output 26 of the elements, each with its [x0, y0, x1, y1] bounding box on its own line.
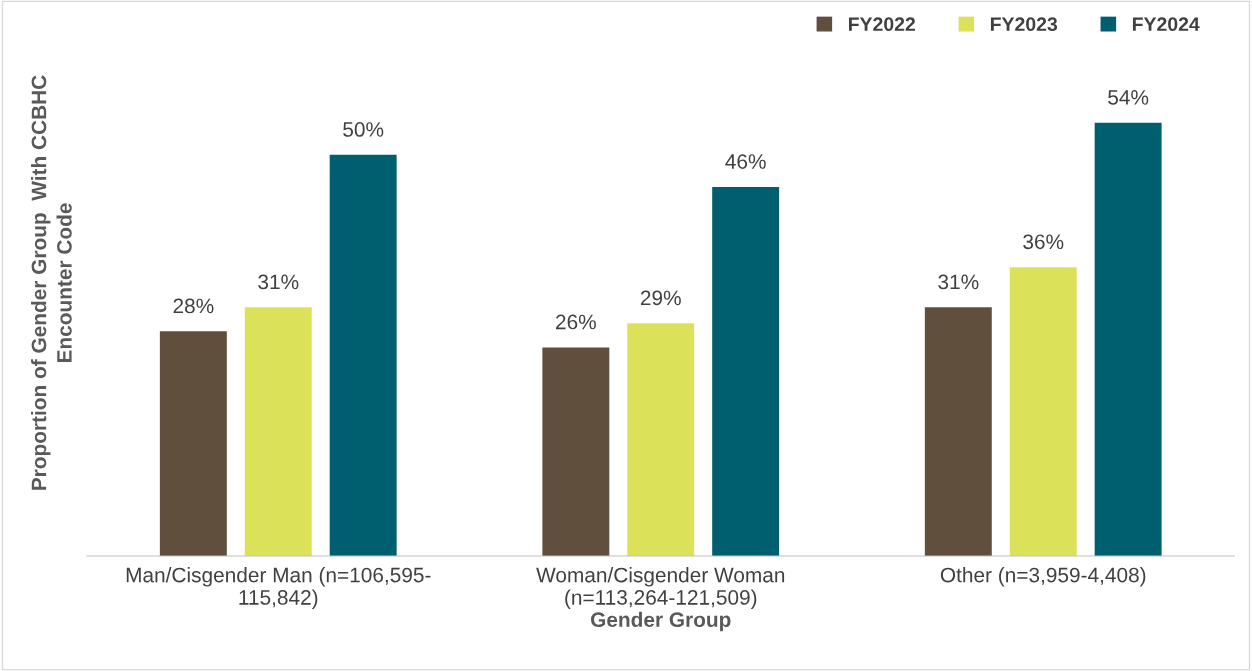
bar [244, 307, 312, 556]
data-label: 26% [556, 314, 596, 330]
bar [1094, 122, 1162, 556]
data-label: 31% [938, 274, 979, 290]
x-axis-title: Gender Group [591, 611, 731, 632]
bar [329, 154, 397, 556]
bar [1009, 267, 1077, 556]
data-label: 28% [173, 298, 214, 314]
data-label: 29% [640, 290, 681, 306]
bar [712, 186, 780, 556]
bar [924, 307, 992, 556]
data-label: 46% [725, 154, 766, 169]
x-tick-label: Woman/Cisgender Woman (n=113,264-121,509) [536, 567, 785, 609]
data-label: 31% [258, 274, 299, 290]
legend-label: FY2024 [1132, 17, 1200, 32]
x-tick-label: Man/Cisgender Man (n=106,595- 115,842) [126, 567, 431, 609]
data-label: 36% [1023, 234, 1064, 250]
bar [159, 331, 227, 556]
legend-label: FY2023 [990, 17, 1058, 32]
x-tick-label: Other (n=3,959-4,408) [940, 567, 1146, 587]
data-label: 50% [343, 122, 384, 137]
y-axis-title: Proportion of Gender Group With CCBHC Encounter Code [31, 75, 72, 490]
legend-label: FY2022 [848, 17, 916, 32]
bar [627, 323, 695, 556]
bar [542, 347, 610, 556]
data-label: 54% [1108, 90, 1149, 105]
